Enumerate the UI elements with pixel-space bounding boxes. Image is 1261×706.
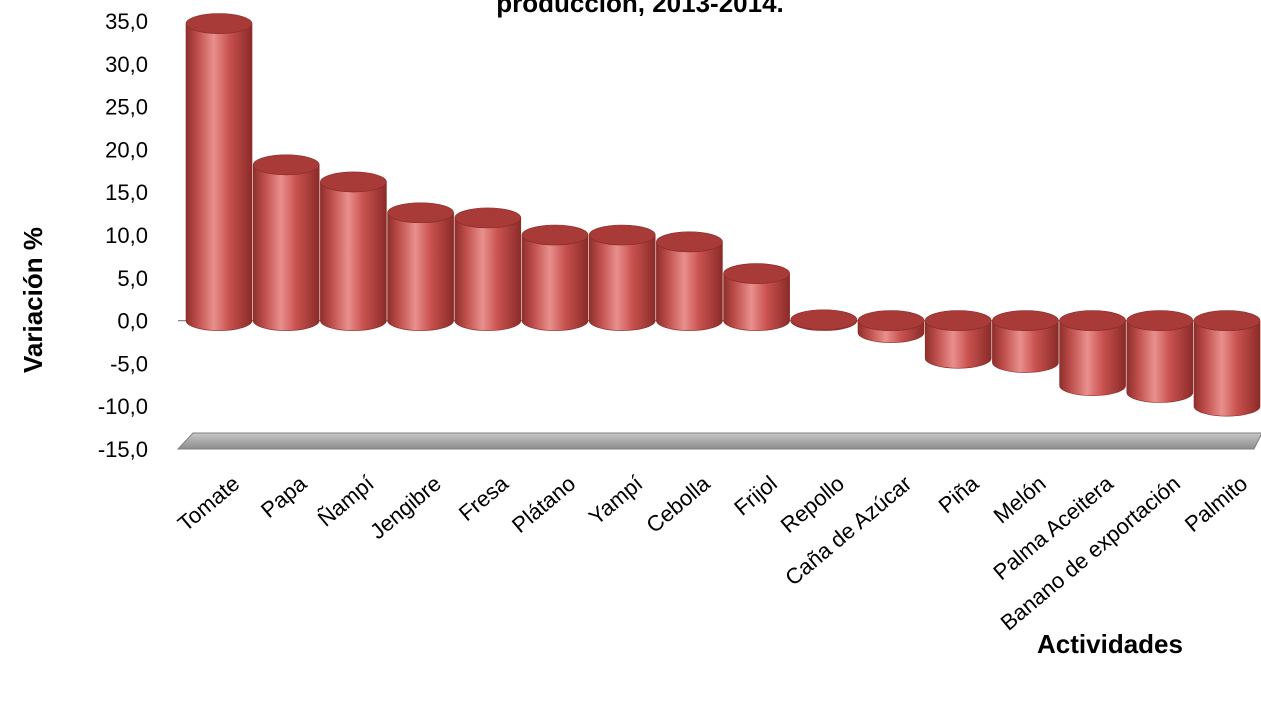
y-tick-label: 15,0 — [105, 180, 148, 205]
bars — [185, 13, 1261, 417]
bar — [185, 13, 253, 331]
bar — [387, 202, 454, 331]
x-tick-label: Papa — [256, 470, 312, 523]
x-tick-label: Piña — [934, 470, 984, 518]
x-tick-label: Caña de Azúcar — [780, 471, 916, 591]
bar-cap — [924, 310, 992, 331]
y-tick-label: -10,0 — [98, 394, 148, 419]
x-tick-label: Melón — [989, 471, 1051, 529]
x-axis-title: Actividades — [1037, 629, 1183, 659]
bar-cap — [790, 309, 858, 331]
bar — [857, 310, 925, 343]
bar-cap — [1126, 310, 1194, 331]
x-tick-label: Jengibre — [365, 471, 446, 544]
x-tick-label: Frijol — [729, 471, 782, 521]
bar-cap — [857, 310, 925, 331]
y-tick-label: 20,0 — [105, 137, 148, 162]
y-tick-label: 5,0 — [117, 266, 148, 291]
bar — [521, 224, 589, 331]
x-tick-label: Tomate — [173, 471, 244, 537]
bar — [992, 310, 1059, 373]
bar-cap — [387, 202, 454, 224]
x-tick-label: Palmito — [1180, 471, 1252, 537]
bar — [1126, 310, 1194, 403]
bar-cap — [1059, 310, 1126, 331]
chart-title: producción, 2013-2014. — [496, 0, 784, 18]
bar-body — [1059, 320, 1126, 396]
bar — [924, 310, 992, 369]
bar — [723, 263, 790, 331]
y-tick-label: 35,0 — [105, 9, 148, 34]
y-axis-title: Variación % — [18, 227, 48, 373]
bar-cap — [723, 263, 790, 284]
y-tick-label: 25,0 — [105, 95, 148, 120]
bar-body — [1126, 320, 1194, 403]
bar-body — [185, 23, 253, 331]
bar — [320, 171, 387, 331]
bar-body — [588, 234, 656, 331]
y-tick-label: 30,0 — [105, 52, 148, 77]
bar — [588, 224, 656, 331]
y-tick-label: 10,0 — [105, 223, 148, 248]
bar-body — [1193, 320, 1261, 417]
bar — [454, 207, 522, 331]
y-axis: 35,0 30,0 25,0 20,0 15,0 10,0 5,0 0,0 -5,0 -10,0 -… — [98, 9, 148, 462]
bar-cap — [252, 154, 320, 176]
bar — [1193, 310, 1261, 417]
bar-cap — [185, 13, 253, 34]
bar-body — [252, 164, 320, 331]
bar — [656, 231, 723, 331]
bar-cap — [1193, 310, 1261, 331]
bar-cap — [320, 171, 387, 193]
bar-cap — [588, 224, 656, 246]
bar-cap — [992, 310, 1059, 331]
x-tick-label: Fresa — [454, 470, 514, 526]
chart-floor-plane — [176, 432, 1261, 450]
bar-cap — [454, 207, 522, 229]
bar-body — [320, 181, 387, 331]
x-tick-label: Plátano — [507, 471, 580, 538]
y-tick-label: -15,0 — [98, 437, 148, 462]
bar-body — [656, 241, 723, 331]
bar — [790, 309, 858, 331]
x-tick-label: Cebolla — [641, 470, 715, 538]
y-tick-label: 0,0 — [117, 309, 148, 334]
bar-body — [454, 217, 522, 331]
bar-cap — [521, 224, 589, 246]
bar-body — [521, 234, 589, 331]
bar — [252, 154, 320, 331]
bar — [1059, 310, 1126, 396]
bar-cap — [656, 231, 723, 253]
y-tick-label: -5,0 — [110, 351, 148, 376]
bar-body — [387, 212, 454, 331]
x-tick-label: Yampí — [584, 471, 648, 530]
